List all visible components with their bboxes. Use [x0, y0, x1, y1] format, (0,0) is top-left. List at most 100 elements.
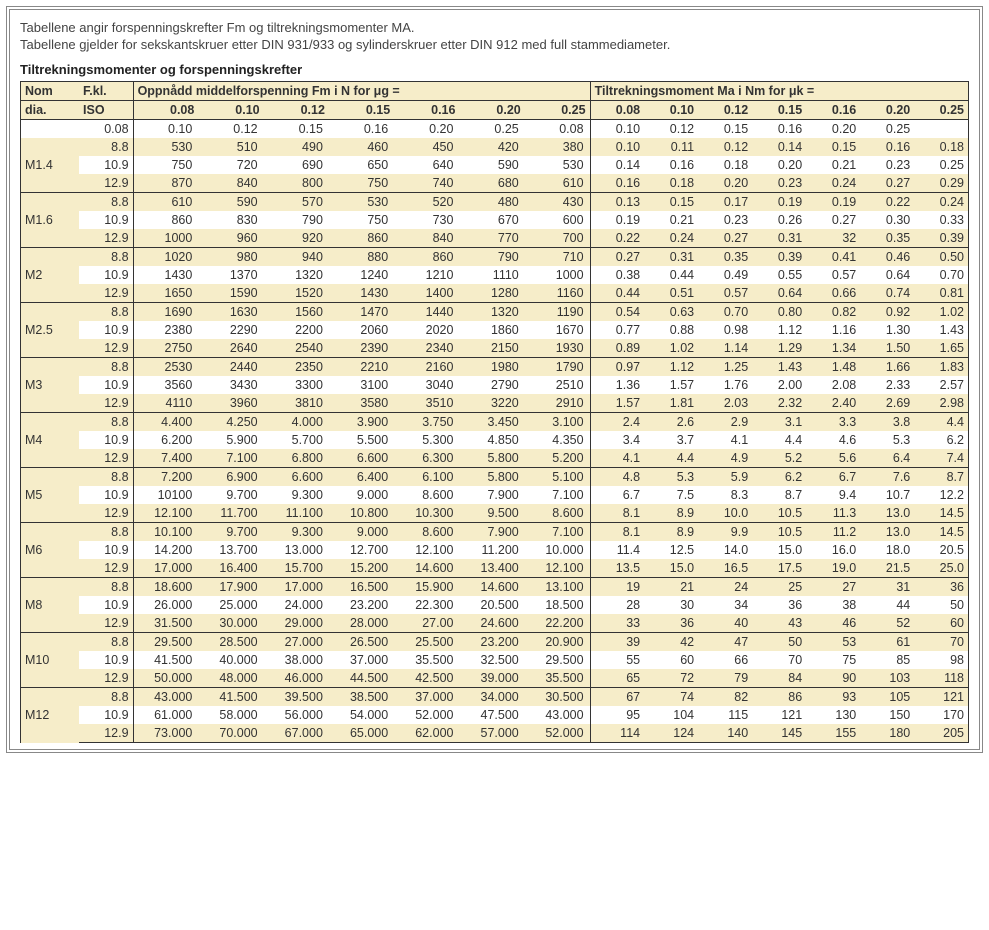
- table-row: M68.810.1009.7009.3009.0008.6007.9007.10…: [21, 523, 969, 542]
- ma-cell: 3.7: [644, 431, 698, 449]
- fm-cell: 600: [525, 211, 590, 229]
- iso-cell: 12.9: [79, 724, 133, 743]
- fm-cell: 7.900: [459, 486, 524, 504]
- fm-cell: 44.500: [329, 669, 394, 688]
- fm-cell: 13.700: [198, 541, 263, 559]
- ma-cell: 13.5: [590, 559, 644, 578]
- ma-cell: 1.48: [806, 358, 860, 377]
- ma-cell: 8.9: [644, 523, 698, 542]
- table-row: 10.914.20013.70013.00012.70012.10011.200…: [21, 541, 969, 559]
- fm-cell: 3960: [198, 394, 263, 413]
- fm-cell: 740: [394, 174, 459, 193]
- ma-cell: 0.44: [590, 284, 644, 303]
- fm-cell: 27.000: [264, 633, 329, 652]
- ma-cell: 140: [698, 724, 752, 743]
- ma-cell: 0.70: [914, 266, 968, 284]
- fm-cell: 3510: [394, 394, 459, 413]
- mu-fm-2: 0.12: [264, 101, 329, 120]
- fm-cell: 6.400: [329, 468, 394, 487]
- fm-cell: 3300: [264, 376, 329, 394]
- fm-cell: 6.900: [198, 468, 263, 487]
- fm-cell: 8.600: [525, 504, 590, 523]
- fm-cell: 770: [459, 229, 524, 248]
- fm-cell: 23.200: [459, 633, 524, 652]
- ma-cell: 90: [806, 669, 860, 688]
- table-row: 12.97.4007.1006.8006.6006.3005.8005.2004…: [21, 449, 969, 468]
- mu-ma-0: 0.08: [590, 101, 644, 120]
- ma-cell: 3.8: [860, 413, 914, 432]
- iso-cell: 10.9: [79, 431, 133, 449]
- ma-cell: 0.20: [806, 120, 860, 139]
- ma-cell: 17.5: [752, 559, 806, 578]
- fm-cell: 32.500: [459, 651, 524, 669]
- table-row: 12.927502640254023902340215019300.891.02…: [21, 339, 969, 358]
- ma-cell: 0.64: [860, 266, 914, 284]
- ma-cell: 8.1: [590, 523, 644, 542]
- ma-cell: 60: [644, 651, 698, 669]
- ma-cell: 50: [752, 633, 806, 652]
- ma-cell: 0.81: [914, 284, 968, 303]
- fm-cell: 860: [394, 248, 459, 267]
- ma-cell: 0.19: [590, 211, 644, 229]
- ma-cell: 14.0: [698, 541, 752, 559]
- ma-cell: 16.5: [698, 559, 752, 578]
- ma-cell: 4.6: [806, 431, 860, 449]
- fm-cell: 47.500: [459, 706, 524, 724]
- fm-cell: 9.000: [329, 523, 394, 542]
- fm-cell: 750: [329, 174, 394, 193]
- ma-cell: 70: [914, 633, 968, 652]
- ma-cell: 0.16: [752, 120, 806, 139]
- table-row: M1.48.85305104904604504203800.100.110.12…: [21, 138, 969, 156]
- ma-cell: 1.12: [752, 321, 806, 339]
- fm-cell: 17.000: [133, 559, 198, 578]
- fm-cell: 1560: [264, 303, 329, 322]
- ma-cell: 66: [698, 651, 752, 669]
- fm-cell: 480: [459, 193, 524, 212]
- ma-cell: 10.5: [752, 523, 806, 542]
- fm-cell: 1160: [525, 284, 590, 303]
- ma-cell: 12.2: [914, 486, 968, 504]
- fm-cell: 860: [133, 211, 198, 229]
- table-row: 10.96.2005.9005.7005.5005.3004.8504.3503…: [21, 431, 969, 449]
- fm-cell: 530: [133, 138, 198, 156]
- ma-cell: 0.18: [914, 138, 968, 156]
- fm-cell: 1370: [198, 266, 263, 284]
- ma-cell: 1.02: [644, 339, 698, 358]
- iso-cell: 10.9: [79, 156, 133, 174]
- ma-cell: 13.0: [860, 504, 914, 523]
- ma-cell: 74: [644, 688, 698, 707]
- ma-cell: 118: [914, 669, 968, 688]
- ma-cell: 0.30: [860, 211, 914, 229]
- fm-cell: 9.000: [329, 486, 394, 504]
- table-row: M48.84.4004.2504.0003.9003.7503.4503.100…: [21, 413, 969, 432]
- ma-cell: 0.11: [644, 138, 698, 156]
- iso-cell: 12.9: [79, 174, 133, 193]
- fm-cell: 54.000: [329, 706, 394, 724]
- fm-cell: 61.000: [133, 706, 198, 724]
- dia-cell: M4: [21, 413, 80, 468]
- iso-cell: 10.9: [79, 651, 133, 669]
- iso-cell: 0.08: [79, 120, 133, 139]
- fm-cell: 7.200: [133, 468, 198, 487]
- fm-cell: 34.000: [459, 688, 524, 707]
- table-row: 10.926.00025.00024.00023.20022.30020.500…: [21, 596, 969, 614]
- fm-cell: 3.900: [329, 413, 394, 432]
- table-row: 12.917.00016.40015.70015.20014.60013.400…: [21, 559, 969, 578]
- fm-cell: 1670: [525, 321, 590, 339]
- ma-cell: 1.50: [860, 339, 914, 358]
- ma-cell: 24: [698, 578, 752, 597]
- fm-cell: 28.000: [329, 614, 394, 633]
- fm-cell: 5.100: [525, 468, 590, 487]
- fm-cell: 67.000: [264, 724, 329, 743]
- table-row: 12.931.50030.00029.00028.00027.0024.6002…: [21, 614, 969, 633]
- fm-cell: 0.16: [329, 120, 394, 139]
- torque-table: Nom F.kl. Oppnådd middelforspenning Fm i…: [20, 81, 969, 743]
- ma-cell: 0.10: [590, 120, 644, 139]
- ma-cell: 36: [914, 578, 968, 597]
- fm-cell: 1520: [264, 284, 329, 303]
- ma-cell: 6.4: [860, 449, 914, 468]
- fm-cell: 6.100: [394, 468, 459, 487]
- fm-cell: 2060: [329, 321, 394, 339]
- fm-cell: 680: [459, 174, 524, 193]
- ma-cell: 47: [698, 633, 752, 652]
